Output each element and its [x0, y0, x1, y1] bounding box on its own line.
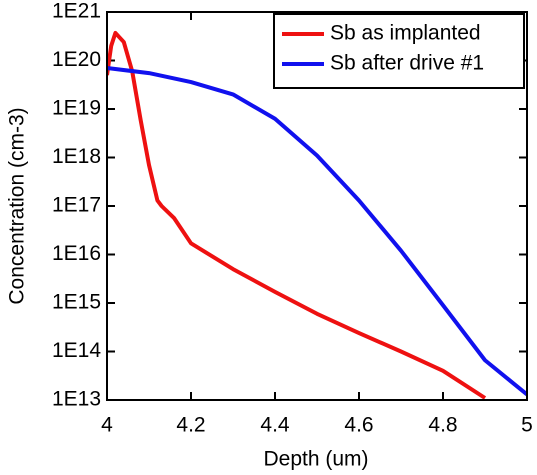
x-tick-label: 4.2 — [176, 414, 205, 437]
x-tick-label: 5 — [521, 414, 533, 437]
x-axis-label: Depth (um) — [263, 448, 368, 471]
y-tick-label: 1E13 — [52, 388, 101, 411]
y-tick-label: 1E14 — [52, 339, 101, 362]
y-tick-label: 1E16 — [52, 242, 101, 265]
y-axis-label: Concentration (cm-3) — [6, 107, 29, 304]
series-line — [107, 30, 487, 400]
legend-box — [273, 13, 525, 89]
y-tick-label: 1E17 — [52, 194, 101, 217]
y-tick-label: 1E20 — [52, 48, 101, 71]
legend-label: Sb as implanted — [330, 22, 481, 45]
series-line — [107, 66, 527, 397]
x-tick-label: 4 — [101, 414, 113, 437]
y-tick-label: 1E18 — [52, 145, 101, 168]
x-tick-label: 4.4 — [260, 414, 290, 437]
y-tick-label: 1E19 — [52, 97, 101, 120]
x-tick-label: 4.8 — [428, 414, 457, 437]
y-tick-label: 1E21 — [52, 0, 101, 23]
x-tick-label: 4.6 — [344, 414, 373, 437]
y-tick-label: 1E15 — [52, 291, 101, 314]
plot-frame — [106, 11, 528, 401]
legend-label: Sb after drive #1 — [330, 52, 484, 75]
